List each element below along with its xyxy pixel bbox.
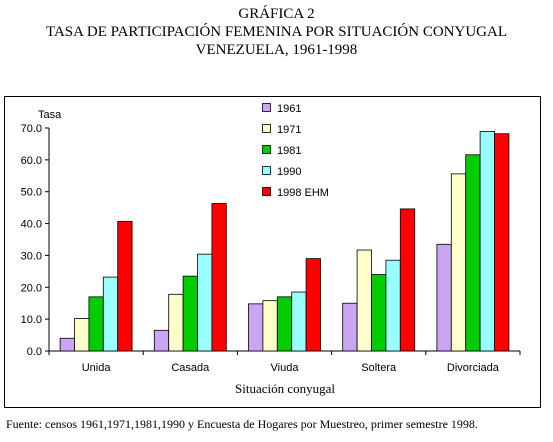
chart-frame [4, 96, 541, 408]
bar-casada-1961 [153, 329, 170, 352]
bar-unida-1961 [59, 337, 75, 352]
y-tick-label: 70.0 [21, 123, 42, 135]
bar-soltera-1998-ehm [399, 208, 416, 352]
x-category-label: Soltera [361, 362, 397, 374]
legend-swatch [262, 124, 271, 133]
x-category-label: Viuda [271, 362, 300, 374]
y-tick-label: 60.0 [21, 155, 42, 167]
y-tick-label: 20.0 [21, 282, 42, 294]
y-tick-label: 10.0 [21, 314, 42, 326]
bar-viuda-1981 [276, 296, 293, 352]
legend-label: 1961 [277, 103, 301, 115]
legend-swatch [262, 145, 271, 154]
bar-soltera-1961 [342, 302, 358, 352]
bar-viuda-1971 [262, 300, 278, 352]
x-category-label: Casada [171, 362, 210, 374]
bar-casada-1981 [182, 275, 198, 352]
legend-label: 1990 [277, 166, 301, 178]
x-category-label: Unida [82, 362, 112, 374]
y-axis-label: Tasa [38, 109, 62, 121]
bar-divorciada-1990 [479, 131, 495, 352]
legend-swatch [262, 103, 271, 112]
bar-casada-1998-ehm [211, 203, 227, 352]
chart-subtitle: VENEZUELA, 1961-1998 [195, 42, 358, 58]
bar-soltera-1990 [385, 259, 401, 352]
y-tick-label: 40.0 [21, 219, 42, 231]
bar-unida-1998-ehm [117, 220, 133, 352]
y-tick-label: 30.0 [21, 250, 42, 262]
legend-label: 1981 [277, 145, 301, 157]
legend-label: 1998 EHM [277, 187, 329, 199]
bar-soltera-1971 [356, 249, 372, 352]
bar-viuda-1998-ehm [305, 258, 321, 352]
figure-number: GRÁFICA 2 [238, 6, 315, 22]
bar-divorciada-1971 [450, 173, 467, 352]
x-category-label: Divorciada [447, 362, 500, 374]
source-note: Fuente: censos 1961,1971,1981,1990 y Enc… [6, 417, 478, 431]
bar-divorciada-1961 [436, 243, 452, 352]
y-tick-label: 50.0 [21, 187, 42, 199]
bar-casada-1990 [197, 253, 213, 352]
chart-title: TASA DE PARTICIPACIÓN FEMENINA POR SITUA… [45, 24, 507, 40]
bar-unida-1981 [88, 296, 104, 352]
bar-viuda-1961 [248, 303, 264, 352]
bar-casada-1971 [168, 293, 184, 352]
y-tick-label: 0.0 [27, 346, 42, 358]
legend-swatch [262, 166, 271, 175]
legend-swatch [262, 187, 271, 196]
legend-label: 1971 [277, 124, 301, 136]
bar-unida-1990 [102, 276, 119, 352]
bar-divorciada-1998-ehm [494, 133, 510, 352]
bar-soltera-1981 [371, 274, 387, 352]
bar-viuda-1990 [291, 291, 307, 352]
bar-divorciada-1981 [465, 154, 481, 352]
x-axis-label: Situación conyugal [235, 381, 335, 396]
bar-unida-1971 [74, 318, 90, 352]
